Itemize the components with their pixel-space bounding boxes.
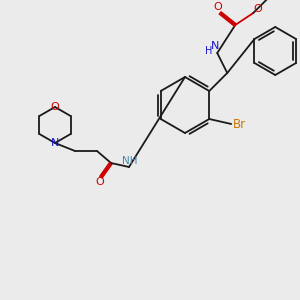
Text: NH: NH bbox=[122, 156, 138, 166]
Text: O: O bbox=[214, 2, 223, 12]
Text: N: N bbox=[51, 138, 59, 148]
Text: N: N bbox=[211, 41, 219, 51]
Text: H: H bbox=[205, 46, 212, 56]
Text: O: O bbox=[51, 102, 59, 112]
Text: O: O bbox=[96, 177, 104, 187]
Text: O: O bbox=[254, 4, 262, 14]
Text: Br: Br bbox=[233, 118, 246, 130]
